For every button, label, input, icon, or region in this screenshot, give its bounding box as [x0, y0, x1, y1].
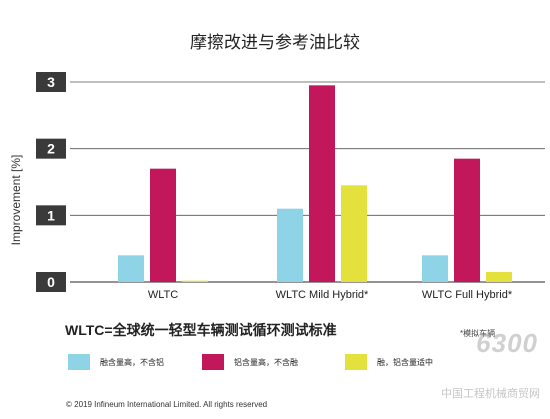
legend-label: 铝含量高，不含融 [234, 357, 298, 367]
y-tick-box [36, 138, 66, 159]
x-category-label: WLTC [148, 289, 178, 301]
watermark-text: 中国工程机械商贸网 [441, 388, 540, 400]
footnote: *模拟车辆 [460, 329, 496, 338]
y-tick-label: 3 [47, 74, 55, 90]
bar [277, 208, 303, 282]
y-tick-label: 1 [47, 207, 55, 223]
x-category-label: WLTC Mild Hybrid* [276, 289, 369, 301]
legend-swatch [202, 354, 224, 370]
legend-swatch [345, 354, 367, 370]
legend-label: 融，铝含量适中 [377, 357, 433, 367]
x-categories: WLTC WLTC Mild Hybrid* WLTC Full Hybrid* [148, 289, 513, 301]
y-tick-label: 2 [47, 141, 55, 157]
y-tick-box [36, 205, 66, 226]
legend: 融含量高，不含铝 铝含量高，不含融 融，铝含量适中 [60, 352, 530, 374]
bar [454, 158, 480, 282]
legend-item: 铝含量高，不含融 [202, 352, 298, 372]
legend-item: 融，铝含量适中 [345, 352, 433, 372]
y-tick-label: 0 [47, 274, 55, 290]
bars [118, 85, 512, 282]
y-axis-label: Improvement [%] [9, 155, 23, 246]
bar [150, 168, 176, 282]
wltc-note: WLTC=全球统一轻型车辆测试循环测试标准 [65, 322, 337, 338]
legend-item: 融含量高，不含铝 [68, 352, 164, 372]
x-category-label: WLTC Full Hybrid* [422, 289, 513, 301]
bar [486, 272, 512, 282]
bar [118, 255, 144, 282]
y-ticks: 0 1 2 3 [36, 72, 66, 292]
copyright: © 2019 Infineum International Limited. A… [66, 400, 268, 409]
bar [341, 185, 367, 282]
bar [182, 280, 208, 282]
y-tick-box [36, 272, 66, 292]
legend-swatch [68, 354, 90, 370]
chart-title: 摩擦改进与参考油比较 [190, 33, 360, 52]
watermark-logo: 6300 [476, 328, 538, 358]
y-tick-box [36, 72, 66, 92]
legend-label: 融含量高，不含铝 [100, 357, 164, 367]
bar [309, 85, 335, 282]
bar [422, 255, 448, 282]
